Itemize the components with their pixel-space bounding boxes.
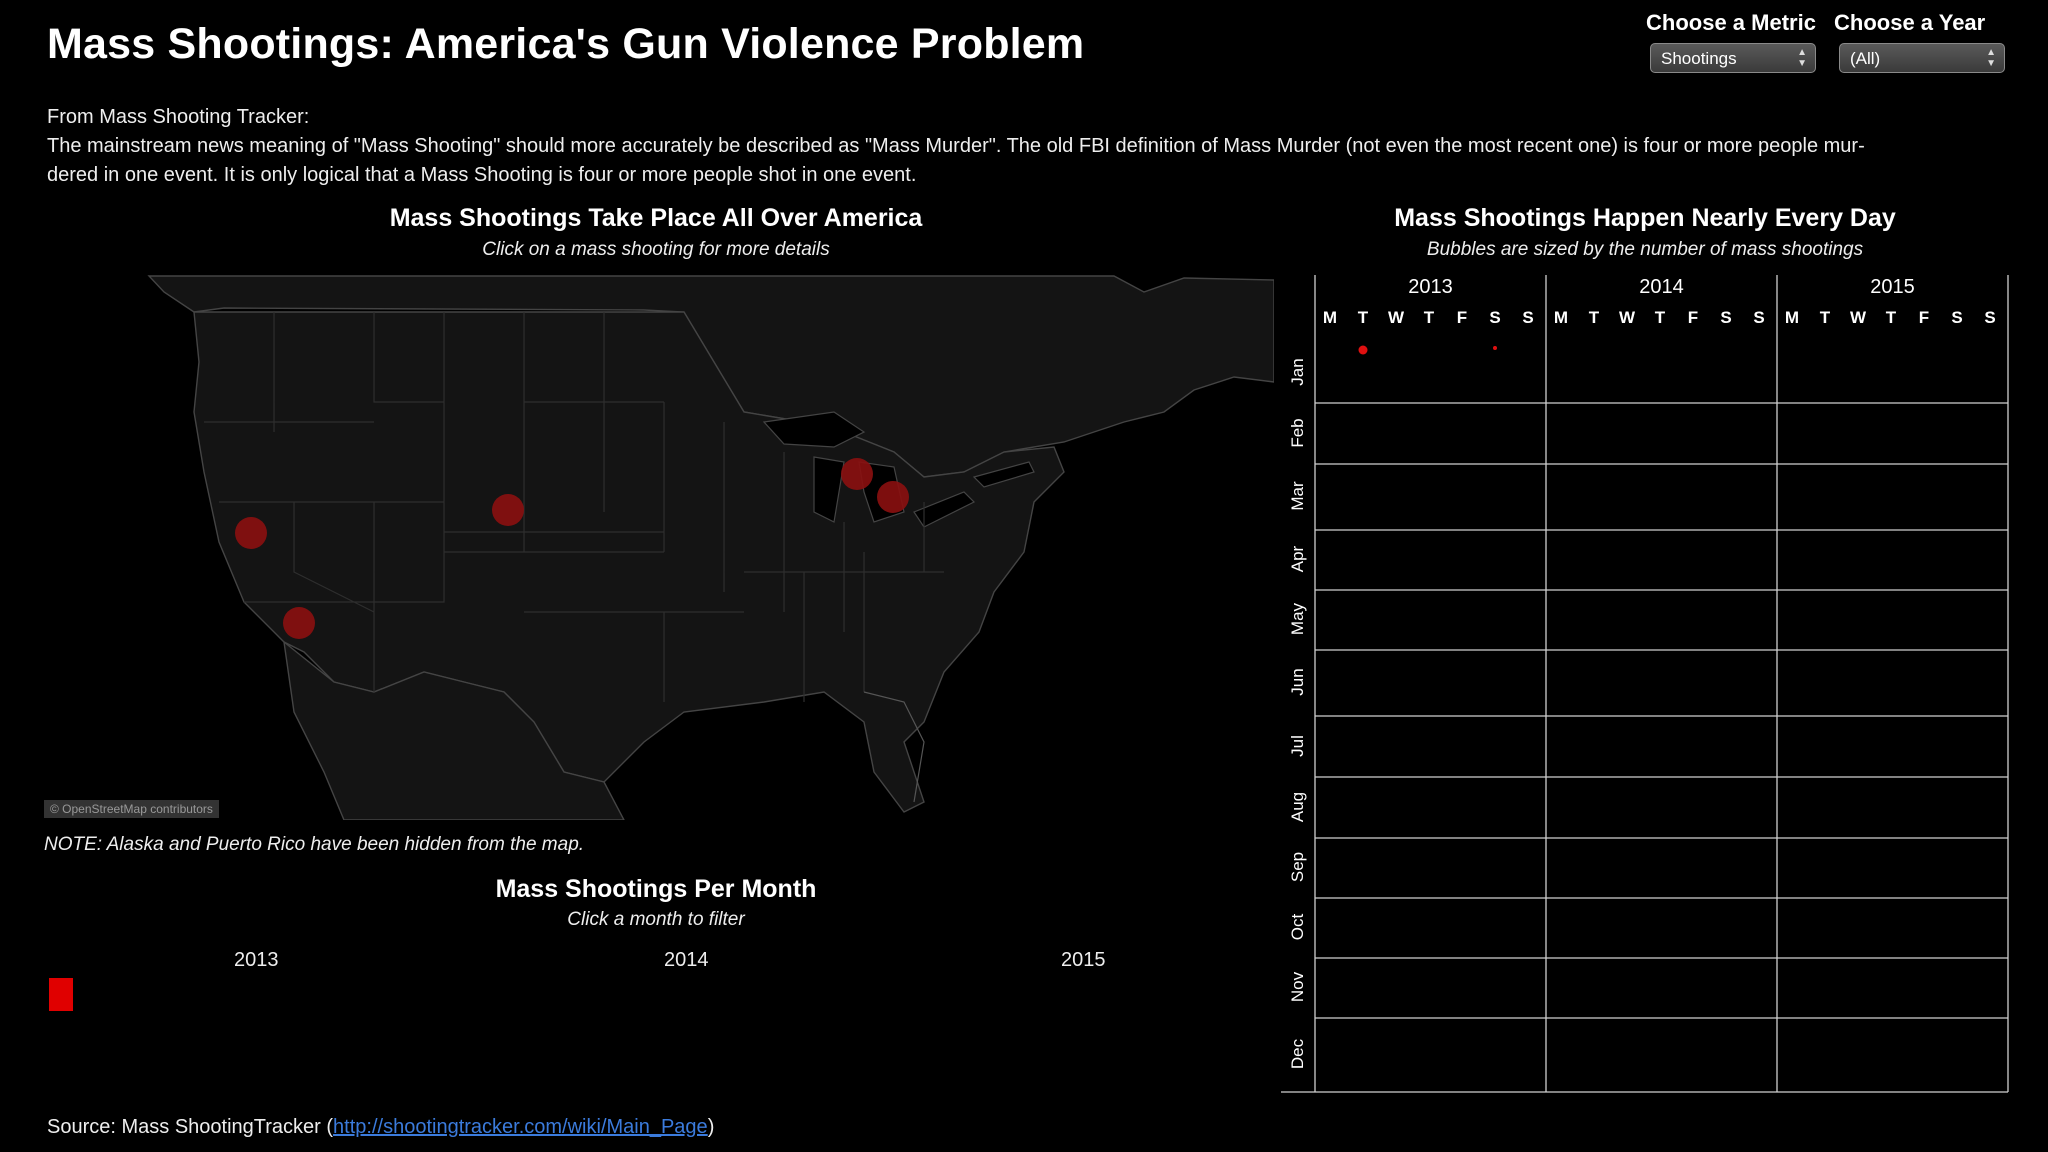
mexico-landmass [283, 640, 626, 821]
monthly-year-2013: 2013 [234, 949, 279, 971]
weekday-label: T [1819, 308, 1831, 327]
shooting-marker-colorado[interactable] [492, 494, 524, 526]
weekday-label: T [1885, 308, 1897, 327]
state-borders [204, 312, 944, 702]
calendar-subtitle: Bubbles are sized by the number of mass … [1426, 239, 1864, 260]
weekday-label: M [1553, 308, 1569, 327]
source-link[interactable]: http://shootingtracker.com/wiki/Main_Pag… [333, 1116, 708, 1138]
calendar-year-2015: 2015 [1870, 276, 1915, 298]
source-suffix: ) [707, 1116, 715, 1138]
metric-label: Choose a Metric [1646, 10, 1816, 35]
osm-attribution: © OpenStreetMap contributors [44, 800, 219, 818]
weekday-label: S [1720, 308, 1732, 327]
month-label-jun: Jun [1288, 668, 1307, 696]
monthly-year-2015: 2015 [1061, 949, 1106, 971]
month-label-nov: Nov [1288, 971, 1307, 1003]
monthly-year-2014: 2014 [664, 949, 709, 971]
calendar-year-2013: 2013 [1408, 276, 1453, 298]
weekday-label: F [1918, 308, 1930, 327]
map-subtitle: Click on a mass shooting for more detail… [482, 239, 830, 260]
month-label-dec: Dec [1288, 1038, 1307, 1070]
weekday-label: T [1654, 308, 1666, 327]
shooting-marker-northern-california[interactable] [235, 517, 267, 549]
weekday-label: T [1423, 308, 1435, 327]
weekday-label: T [1357, 308, 1369, 327]
monthly-title: Mass Shootings Per Month [495, 875, 817, 903]
source-line: Source: Mass ShootingTracker (http://sho… [47, 1116, 714, 1139]
weekday-label: S [1753, 308, 1765, 327]
month-label-jul: Jul [1288, 734, 1307, 757]
map-note: NOTE: Alaska and Puerto Rico have been h… [44, 834, 585, 855]
month-label-sep: Sep [1288, 851, 1307, 883]
weekday-label: M [1322, 308, 1338, 327]
shooting-marker-ohio-north[interactable] [841, 458, 873, 490]
year-select-value: (All) [1850, 49, 1881, 68]
intro-text: From Mass Shooting Tracker: The mainstre… [47, 103, 2007, 190]
weekday-label: F [1687, 308, 1699, 327]
metric-select-value: Shootings [1661, 49, 1737, 68]
month-label-may: May [1288, 602, 1307, 636]
weekday-label: S [1522, 308, 1534, 327]
calendar-title: Mass Shootings Happen Nearly Every Day [1394, 204, 1896, 232]
intro-body-line1: The mainstream news meaning of "Mass Sho… [47, 135, 1865, 157]
weekday-label: S [1984, 308, 1996, 327]
monthly-subtitle: Click a month to filter [567, 909, 745, 930]
month-label-aug: Aug [1288, 791, 1307, 822]
florida-outline [863, 691, 925, 803]
weekday-label: W [1618, 308, 1636, 327]
source-prefix: Source: Mass ShootingTracker ( [47, 1116, 334, 1138]
month-label-feb: Feb [1288, 417, 1307, 448]
weekday-label: W [1849, 308, 1867, 327]
weekday-label: S [1951, 308, 1963, 327]
weekday-label: M [1784, 308, 1800, 327]
month-bar-jan-2013[interactable] [49, 978, 73, 1011]
weekday-label: T [1588, 308, 1600, 327]
weekday-label: W [1387, 308, 1405, 327]
month-label-jan: Jan [1288, 357, 1307, 386]
great-lakes [762, 411, 1035, 528]
intro-body-line2: dered in one event. It is only logical t… [47, 164, 917, 186]
metric-select[interactable]: Shootings ▲ ▼ [1650, 43, 1816, 73]
month-label-apr: Apr [1288, 545, 1307, 573]
calendar-bubble[interactable] [1358, 345, 1368, 355]
us-map[interactable] [44, 272, 1275, 821]
year-select[interactable]: (All) ▲ ▼ [1839, 43, 2005, 73]
map-title: Mass Shootings Take Place All Over Ameri… [389, 204, 923, 232]
select-arrows-icon: ▲ ▼ [1797, 47, 1807, 69]
page-title: Mass Shootings: America's Gun Violence P… [47, 20, 1085, 68]
select-arrows-icon: ▲ ▼ [1986, 47, 1996, 69]
month-label-oct: Oct [1288, 913, 1307, 941]
intro-source-line: From Mass Shooting Tracker: [47, 106, 310, 128]
shooting-marker-ohio-south[interactable] [877, 481, 909, 513]
year-label: Choose a Year [1834, 10, 1986, 35]
weekday-label: F [1456, 308, 1468, 327]
calendar-bubble[interactable] [1493, 346, 1497, 350]
shooting-marker-southern-california[interactable] [283, 607, 315, 639]
calendar-year-2014: 2014 [1639, 276, 1684, 298]
weekday-label: S [1489, 308, 1501, 327]
calendar-grid: 2013 M T W T F S S 2014 M T W T F S S 2015 M T W T F S S Jan Feb M… [1280, 272, 2010, 1102]
month-label-mar: Mar [1288, 481, 1307, 511]
